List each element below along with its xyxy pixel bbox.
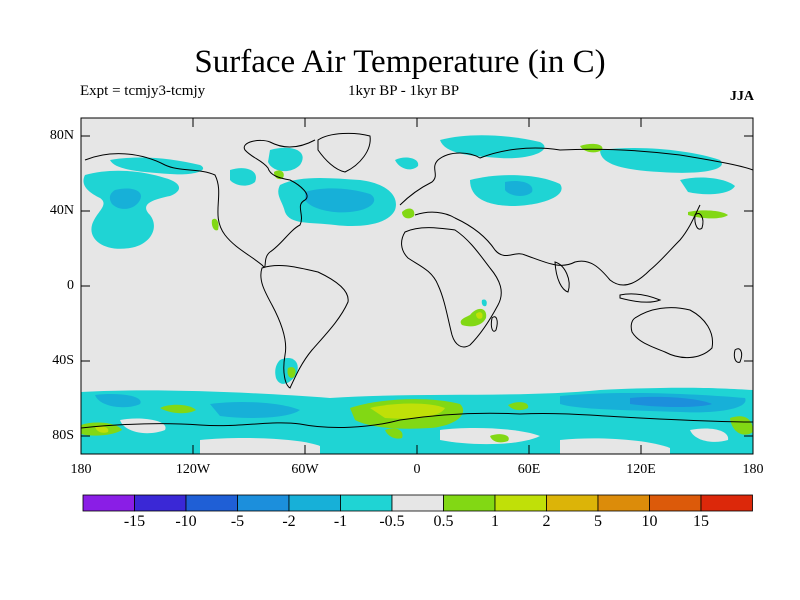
coastline-eurasia — [399, 147, 753, 206]
anomaly-region — [508, 402, 529, 411]
lat-ticks — [81, 135, 753, 437]
colorbar-label: 5 — [594, 513, 602, 530]
anomaly-region — [95, 426, 109, 433]
anomaly-region — [395, 157, 419, 170]
lon-label: 120E — [626, 462, 656, 477]
anomaly-region — [402, 208, 415, 219]
anomaly-hole — [440, 428, 540, 445]
anomaly-region — [211, 218, 219, 231]
anomaly-region — [83, 170, 180, 249]
anomaly-hole — [200, 438, 320, 454]
anomaly-hole — [560, 438, 670, 454]
colorbar-swatch — [185, 494, 238, 512]
anomaly-region — [440, 135, 545, 159]
lon-ticks — [80, 118, 754, 454]
anomaly-region — [505, 181, 533, 196]
anomaly-region — [210, 402, 300, 418]
colorbar-swatch — [237, 494, 290, 512]
colorbar — [82, 494, 753, 512]
colorbar-label: -15 — [123, 513, 146, 530]
colorbar-swatch — [82, 494, 135, 512]
anomaly-region — [95, 394, 141, 408]
coastline-greenland — [317, 132, 371, 173]
coastlines — [81, 132, 753, 429]
anomaly-region — [688, 210, 728, 219]
colorbar-label: -5 — [230, 513, 245, 530]
anomaly-hole — [690, 428, 729, 442]
anomaly-region — [580, 143, 603, 153]
lon-label: 120W — [175, 462, 211, 477]
anomaly-region — [109, 188, 141, 209]
experiment-label: Expt = tcmjy3-tcmjy — [80, 83, 206, 99]
colorbar-label: -0.5 — [379, 513, 405, 530]
colorbar-swatch — [288, 494, 341, 512]
colorbar-label: 10 — [641, 513, 658, 530]
lat-label: 80N — [49, 128, 74, 143]
colorbar-label: 2 — [542, 513, 551, 530]
anomaly-region — [287, 367, 296, 378]
anomaly-region — [630, 396, 712, 407]
colorbar-swatch — [391, 494, 444, 512]
anomaly-region — [268, 147, 303, 172]
anomaly-field — [81, 135, 753, 454]
coastline-japan — [694, 213, 704, 230]
coastline-south-america — [260, 265, 349, 389]
season-label: JJA — [729, 89, 754, 104]
lat-label: 80S — [52, 428, 74, 443]
lat-label: 40N — [49, 203, 74, 218]
period-label: 1kyr BP - 1kyr BP — [348, 83, 460, 99]
lon-label: 60W — [291, 462, 319, 477]
colorbar-swatch — [649, 494, 702, 512]
coastline-indonesia — [619, 293, 662, 303]
colorbar-swatch — [597, 494, 650, 512]
anomaly-region — [730, 416, 753, 435]
colorbar-swatch — [134, 494, 187, 512]
lon-label: 180 — [70, 462, 92, 477]
anomaly-hole — [120, 418, 166, 434]
colorbar-label: -2 — [282, 513, 296, 530]
lat-label: 40S — [52, 353, 74, 368]
coastline-africa — [401, 227, 502, 348]
lon-label: 60E — [517, 462, 541, 477]
lat-label: 0 — [67, 278, 74, 293]
anomaly-region — [385, 428, 403, 439]
lon-label: 180 — [742, 462, 764, 477]
coastline-asia-south — [414, 204, 701, 286]
colorbar-label: 15 — [693, 513, 709, 530]
colorbar-swatch — [443, 494, 496, 512]
lon-label: 0 — [413, 462, 421, 477]
colorbar-label: -10 — [175, 513, 197, 530]
anomaly-region — [490, 434, 509, 443]
anomaly-region — [110, 157, 204, 175]
anomaly-region — [680, 177, 735, 195]
coastline-antarctica — [81, 412, 753, 429]
coastline-madagascar — [490, 316, 498, 332]
colorbar-swatch — [340, 494, 393, 512]
colorbar-label: -1 — [333, 513, 348, 530]
plot-title: Surface Air Temperature (in C) — [194, 44, 606, 80]
colorbar-swatch — [700, 494, 753, 512]
coastline-india — [554, 261, 570, 293]
anomaly-region — [274, 170, 284, 180]
coastline-new-zealand — [733, 348, 743, 363]
anomaly-region — [160, 404, 196, 414]
colorbar-swatch — [494, 494, 547, 512]
anomaly-region — [481, 299, 487, 307]
anomaly-region — [305, 188, 375, 213]
coastline-australia — [630, 307, 714, 358]
coastline-north-america — [84, 139, 316, 268]
colorbar-label: 1 — [491, 513, 499, 530]
anomaly-region — [230, 168, 256, 186]
anomaly-region — [600, 148, 722, 173]
anomaly-region — [476, 312, 483, 319]
anomaly-region — [370, 403, 445, 419]
colorbar-swatch — [546, 494, 599, 512]
colorbar-label: 0.5 — [433, 513, 454, 530]
